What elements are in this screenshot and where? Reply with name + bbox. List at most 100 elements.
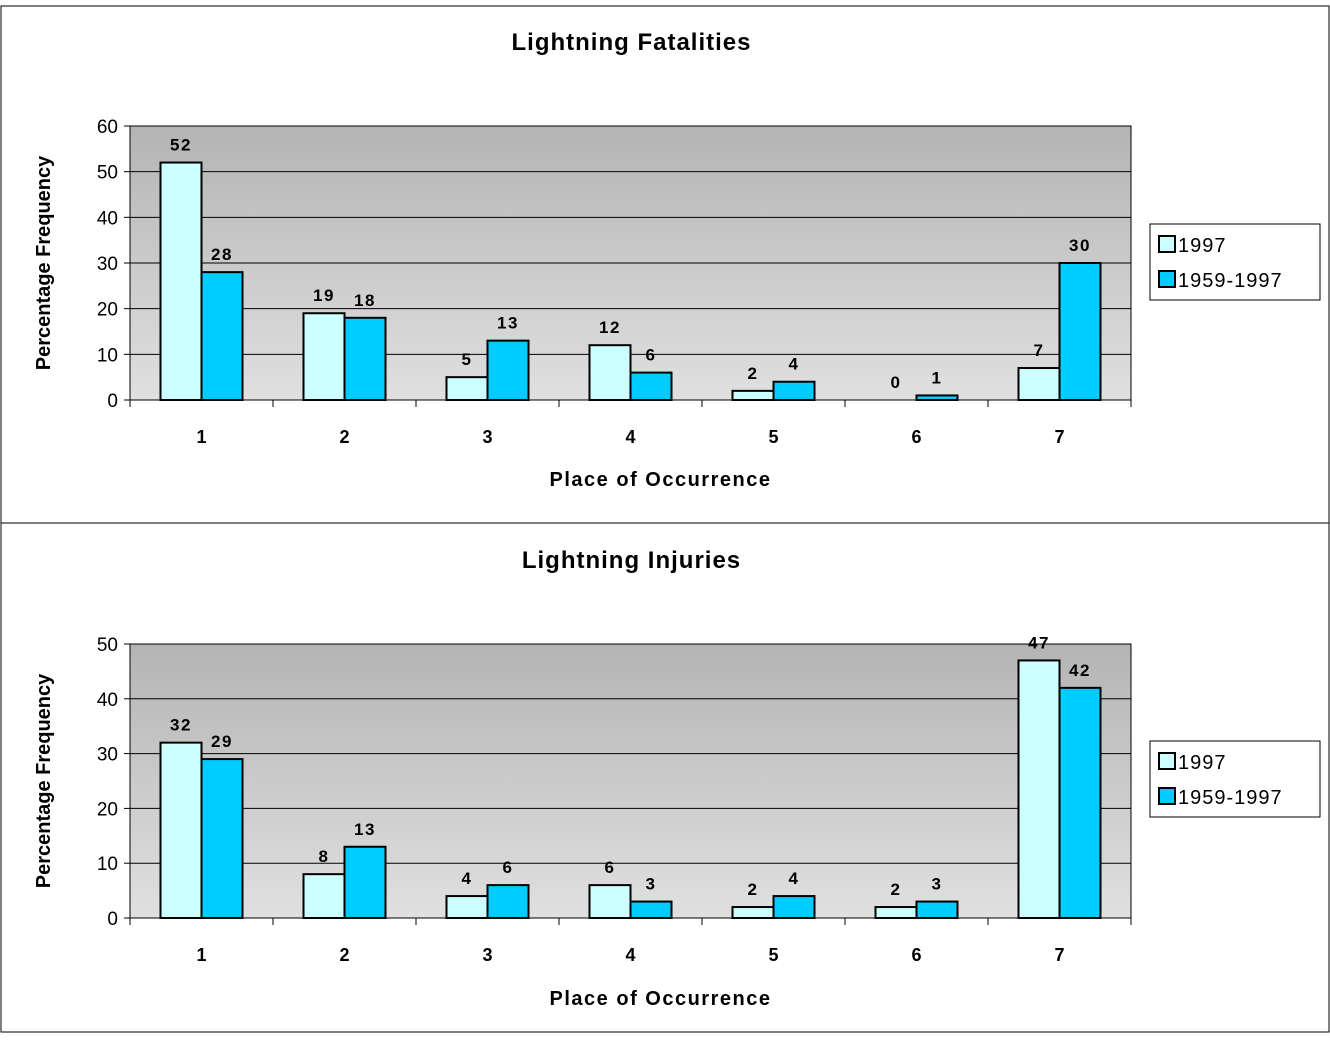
y-axis-label: Percentage Frequency xyxy=(33,673,55,888)
bar-series-2-cat-6 xyxy=(915,394,959,401)
y-tick-label: 50 xyxy=(97,163,118,184)
data-label: 2 xyxy=(748,880,759,899)
bar-series-1-cat-1 xyxy=(159,741,203,920)
y-tick-label: 40 xyxy=(97,208,118,229)
bar-series-1-cat-5 xyxy=(731,389,775,402)
legend: 1997 1959-1997 xyxy=(1149,223,1321,301)
plot-area xyxy=(129,643,1132,919)
figure-frame xyxy=(0,5,1330,1033)
data-label: 5 xyxy=(462,350,473,369)
data-label: 7 xyxy=(1034,341,1045,360)
y-tick-label: 0 xyxy=(107,391,118,412)
y-tick-label: 20 xyxy=(97,300,118,321)
data-label: 4 xyxy=(789,355,800,374)
bar-series-2-cat-4 xyxy=(629,900,673,919)
bar-series-1-cat-2 xyxy=(302,312,346,402)
bar-series-1-cat-2 xyxy=(302,873,346,919)
data-label: 13 xyxy=(354,820,376,839)
y-tick-label: 30 xyxy=(97,254,118,275)
y-tick-label: 0 xyxy=(107,909,118,930)
bar-series-1-cat-4 xyxy=(588,344,632,402)
bar-series-1-cat-7 xyxy=(1017,367,1061,401)
x-axis-label: Place of Occurrence xyxy=(550,469,772,491)
bar-series-1-cat-5 xyxy=(731,906,775,919)
bar-series-1-cat-6 xyxy=(874,906,918,919)
data-label: 18 xyxy=(354,291,376,310)
data-label: 30 xyxy=(1069,236,1091,255)
x-axis-label: Place of Occurrence xyxy=(550,988,772,1010)
data-label: 29 xyxy=(211,732,233,751)
data-label: 52 xyxy=(170,136,192,155)
chart-panel-2: Lightning Injuries0102030405013229281334… xyxy=(33,547,1321,1010)
legend-label-2: 1959-1997 xyxy=(1178,270,1283,292)
legend-box xyxy=(1149,223,1321,301)
data-label: 4 xyxy=(462,869,473,888)
data-label: 47 xyxy=(1028,633,1050,652)
y-tick-label: 50 xyxy=(97,635,118,656)
legend-label-1: 1997 xyxy=(1178,235,1227,257)
data-label: 42 xyxy=(1069,661,1091,680)
bar-series-2-cat-2 xyxy=(343,316,387,401)
bar-series-2-cat-1 xyxy=(200,758,244,920)
x-tick-label: 2 xyxy=(339,427,349,447)
x-tick-label: 2 xyxy=(339,945,349,965)
bar-series-2-cat-6 xyxy=(915,900,959,919)
data-label: 13 xyxy=(497,314,519,333)
y-tick-label: 10 xyxy=(97,854,118,875)
legend-swatch-1 xyxy=(1158,752,1176,770)
x-tick-label: 4 xyxy=(625,945,635,965)
x-tick-label: 3 xyxy=(482,427,492,447)
y-tick-label: 60 xyxy=(97,117,118,138)
x-tick-label: 6 xyxy=(911,945,921,965)
y-tick-label: 40 xyxy=(97,690,118,711)
x-tick-label: 1 xyxy=(196,945,206,965)
legend: 1997 1959-1997 xyxy=(1149,740,1321,818)
data-label: 4 xyxy=(789,869,800,888)
bar-series-2-cat-7 xyxy=(1058,262,1102,401)
legend-label-1: 1997 xyxy=(1178,752,1227,774)
y-tick-label: 10 xyxy=(97,345,118,366)
x-tick-label: 1 xyxy=(196,427,206,447)
legend-swatch-2 xyxy=(1158,270,1176,288)
legend-label-2: 1959-1997 xyxy=(1178,787,1283,809)
bar-series-2-cat-1 xyxy=(200,271,244,401)
data-label: 6 xyxy=(503,858,514,877)
data-label: 28 xyxy=(211,245,233,264)
data-label: 6 xyxy=(605,858,616,877)
x-tick-label: 4 xyxy=(625,427,635,447)
x-tick-label: 7 xyxy=(1054,945,1064,965)
x-tick-label: 7 xyxy=(1054,427,1064,447)
bar-series-1-cat-3 xyxy=(445,895,489,920)
data-label: 2 xyxy=(891,880,902,899)
bar-series-2-cat-5 xyxy=(772,380,816,402)
chart-panel-1: Lightning Fatalities01020304050601522821… xyxy=(33,29,1321,491)
x-tick-label: 6 xyxy=(911,427,921,447)
data-label: 8 xyxy=(319,847,330,866)
data-label: 32 xyxy=(170,716,192,735)
data-label: 1 xyxy=(932,368,943,387)
bar-series-2-cat-3 xyxy=(486,884,530,919)
data-label: 6 xyxy=(646,346,657,365)
data-label: 19 xyxy=(313,286,335,305)
chart-title: Lightning Injuries xyxy=(522,547,741,574)
data-label: 12 xyxy=(599,318,621,337)
bar-series-2-cat-5 xyxy=(772,895,816,920)
chart-title: Lightning Fatalities xyxy=(512,29,752,56)
data-label: 0 xyxy=(891,373,902,392)
data-label: 3 xyxy=(932,875,943,894)
bar-series-2-cat-2 xyxy=(343,845,387,920)
y-tick-label: 30 xyxy=(97,745,118,766)
bar-series-1-cat-7 xyxy=(1017,659,1061,919)
x-tick-label: 3 xyxy=(482,945,492,965)
bar-series-1-cat-1 xyxy=(159,161,203,401)
bar-series-2-cat-3 xyxy=(486,339,530,401)
legend-swatch-2 xyxy=(1158,787,1176,805)
data-label: 3 xyxy=(646,875,657,894)
bar-series-1-cat-4 xyxy=(588,884,632,919)
legend-swatch-1 xyxy=(1158,235,1176,253)
data-label: 2 xyxy=(748,364,759,383)
legend-box xyxy=(1149,740,1321,818)
bar-series-1-cat-3 xyxy=(445,376,489,401)
